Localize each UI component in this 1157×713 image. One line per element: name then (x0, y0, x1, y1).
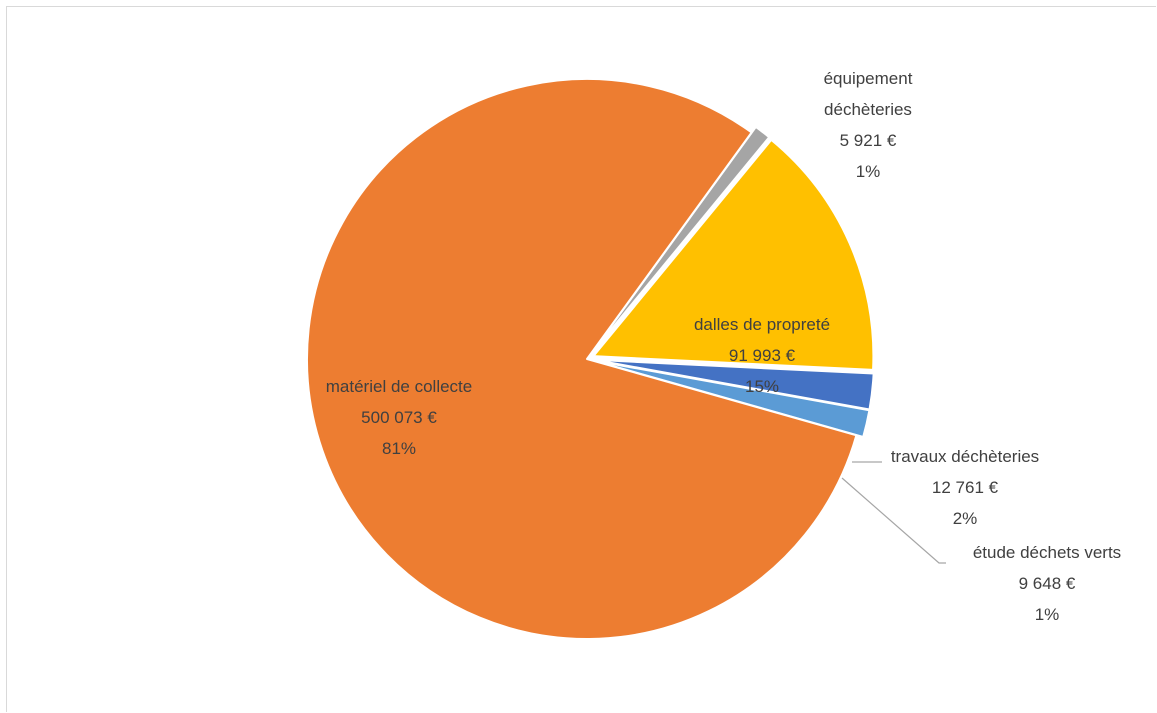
leader-lines (841, 461, 946, 564)
pie-slice-materiel-de-collecte (306, 78, 858, 640)
leader-line-etude-dechets-verts (841, 477, 946, 564)
data-label-dalles-de-proprete: dalles de propreté 91 993 €15% (694, 315, 830, 396)
data-label-travaux-decheteries: travaux déchèteries 12 761 €2% (891, 447, 1039, 528)
data-label-etude-dechets-verts: étude déchets verts 9 648 €1% (973, 543, 1121, 624)
pie-slice-dalles-de-proprete (592, 138, 875, 371)
pie-slices (306, 78, 875, 640)
data-label-equipement-decheteries: équipement déchèteries 5 921 €1% (824, 69, 913, 181)
pie-slice-equipement-decheteries (590, 125, 771, 355)
data-labels: équipement déchèteries 5 921 €1% dalles de … (326, 69, 1121, 624)
data-label-materiel-de-collecte: matériel de collecte 500 073 €81% (326, 377, 472, 458)
